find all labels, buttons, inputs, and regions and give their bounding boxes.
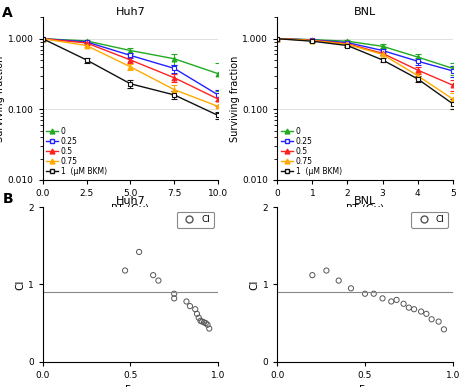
Point (204, 322, 211, 328)
Point (387, 298, 395, 305)
X-axis label: RT (Gy): RT (Gy) (346, 204, 384, 214)
Legend: 0, 0.25, 0.5, 0.75, 1  (μM BKM): 0, 0.25, 0.5, 0.75, 1 (μM BKM) (280, 125, 343, 178)
Text: A: A (2, 6, 13, 20)
Point (440, 326, 447, 332)
X-axis label: Fa: Fa (359, 385, 371, 387)
Point (197, 318, 204, 324)
Legend: CI: CI (411, 212, 448, 228)
Point (136, 249, 143, 255)
Y-axis label: Surviving fraction: Surviving fraction (229, 55, 240, 142)
X-axis label: Fa: Fa (125, 385, 136, 387)
Text: B: B (2, 192, 13, 205)
Point (410, 306, 418, 312)
Point (417, 308, 425, 315)
Point (400, 301, 407, 307)
Point (121, 267, 129, 274)
Point (370, 291, 377, 297)
Legend: 0, 0.25, 0.5, 0.75, 1  (μM BKM): 0, 0.25, 0.5, 0.75, 1 (μM BKM) (45, 125, 109, 178)
Point (435, 319, 442, 325)
Point (191, 306, 199, 312)
Y-axis label: CI: CI (15, 279, 25, 289)
Point (193, 311, 201, 317)
Legend: CI: CI (177, 212, 213, 228)
Point (186, 303, 194, 309)
Title: BNL: BNL (354, 196, 376, 206)
Point (393, 297, 401, 303)
Point (149, 272, 157, 278)
Title: Huh7: Huh7 (116, 196, 145, 206)
Point (335, 277, 342, 284)
Point (205, 325, 213, 332)
Point (361, 291, 369, 297)
Point (379, 295, 386, 301)
Point (347, 285, 355, 291)
Point (323, 267, 330, 274)
Point (202, 320, 210, 326)
Point (200, 319, 208, 325)
Point (155, 277, 162, 284)
Point (422, 311, 430, 317)
Y-axis label: CI: CI (250, 279, 260, 289)
Point (199, 319, 206, 325)
Title: BNL: BNL (354, 7, 376, 17)
Point (195, 315, 202, 321)
Point (170, 295, 178, 301)
Point (170, 291, 178, 297)
Y-axis label: Surviving fraction: Surviving fraction (0, 55, 5, 142)
Point (428, 316, 436, 322)
Title: Huh7: Huh7 (116, 7, 145, 17)
X-axis label: RT (Gy): RT (Gy) (111, 204, 149, 214)
Point (309, 272, 316, 278)
Point (405, 305, 412, 311)
Point (182, 298, 190, 305)
